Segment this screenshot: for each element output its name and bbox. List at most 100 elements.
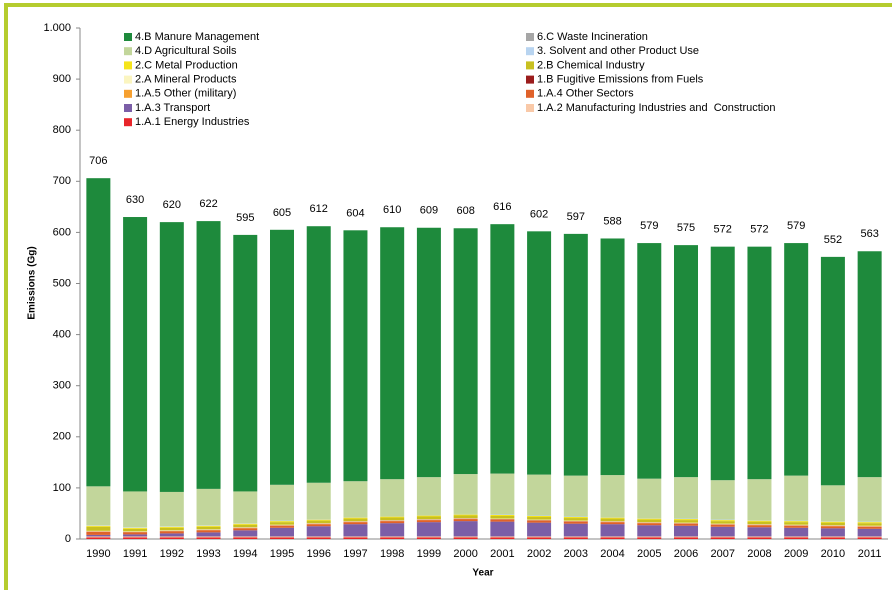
bar-segment bbox=[416, 516, 441, 520]
bar-segment bbox=[820, 525, 845, 526]
bar-segment bbox=[343, 481, 368, 518]
bar-segment bbox=[86, 178, 111, 487]
bar-segment bbox=[343, 518, 368, 522]
bar-segment bbox=[747, 479, 772, 521]
bar-segment bbox=[270, 537, 294, 539]
bar-segment bbox=[270, 521, 294, 523]
bar-segment bbox=[674, 536, 698, 538]
bar-segment bbox=[857, 251, 882, 478]
bar-segment bbox=[490, 516, 515, 519]
bar-segment bbox=[270, 229, 294, 485]
x-tick-label: 1996 bbox=[306, 548, 330, 560]
bar-segment bbox=[380, 523, 405, 537]
bar-segment bbox=[490, 536, 515, 538]
bar-segment bbox=[674, 522, 698, 524]
bar-segment bbox=[233, 527, 258, 528]
legend-swatch bbox=[526, 89, 534, 98]
bar-segment bbox=[857, 521, 882, 523]
legend-swatch bbox=[526, 75, 534, 84]
legend-label: 1.A.1 Energy Industries bbox=[135, 116, 250, 128]
total-label: 630 bbox=[126, 194, 144, 206]
bar-segment bbox=[747, 537, 772, 539]
total-label: 612 bbox=[310, 203, 328, 215]
bar-segment bbox=[600, 537, 625, 539]
y-axis-title: Emissions (Gg) bbox=[27, 246, 38, 319]
bar-segment bbox=[123, 527, 148, 528]
x-tick-label: 1993 bbox=[196, 548, 220, 560]
bar-segment bbox=[306, 226, 331, 483]
legend-label: 4.B Manure Management bbox=[135, 31, 259, 43]
bar-segment bbox=[159, 531, 184, 534]
bar-segment bbox=[196, 525, 221, 526]
bar-segment bbox=[820, 526, 845, 529]
bar-segment bbox=[600, 518, 625, 522]
bar-segment bbox=[527, 520, 552, 523]
bar-segment bbox=[233, 523, 258, 525]
bar-segment bbox=[784, 527, 809, 537]
bar-segment bbox=[674, 520, 698, 523]
bar-segment bbox=[159, 527, 184, 531]
bar-segment bbox=[820, 528, 845, 537]
bar-segment bbox=[527, 537, 552, 539]
bar-segment bbox=[527, 522, 552, 537]
total-label: 616 bbox=[493, 201, 511, 213]
bar-segment bbox=[380, 479, 405, 517]
bar-segment bbox=[86, 525, 111, 527]
bar-segment bbox=[637, 478, 662, 519]
bar-segment bbox=[343, 536, 368, 538]
total-label: 604 bbox=[346, 207, 364, 219]
bar-segment bbox=[270, 525, 294, 528]
bar-segment bbox=[857, 536, 882, 538]
bar-segment bbox=[343, 517, 368, 518]
legend-swatch bbox=[124, 118, 132, 127]
bar-segment bbox=[196, 525, 221, 527]
bar-segment bbox=[380, 536, 405, 538]
bar-segment bbox=[710, 536, 735, 538]
bar-segment bbox=[343, 524, 368, 537]
bar-segment bbox=[674, 518, 698, 520]
bar-segment bbox=[86, 534, 111, 537]
bar-segment bbox=[196, 529, 221, 530]
total-label: 622 bbox=[199, 198, 217, 210]
bar-segment bbox=[453, 518, 478, 519]
x-tick-label: 2003 bbox=[564, 548, 588, 560]
total-label: 595 bbox=[236, 212, 254, 224]
bar-segment bbox=[857, 523, 882, 526]
bar-segment bbox=[527, 231, 552, 475]
bar-segment bbox=[159, 537, 184, 539]
bar-segment bbox=[857, 537, 882, 539]
bar-segment bbox=[710, 519, 735, 521]
bar-segment bbox=[306, 520, 331, 524]
bar-segment bbox=[86, 526, 111, 531]
bar-segment bbox=[306, 526, 331, 537]
bar-segment bbox=[453, 515, 478, 519]
bar-segment bbox=[563, 516, 588, 518]
bar-segment bbox=[820, 521, 845, 523]
bar-segment bbox=[490, 521, 515, 537]
bar-segment bbox=[159, 491, 184, 527]
bar-segment bbox=[710, 246, 735, 481]
bar-segment bbox=[710, 520, 735, 522]
bar-segment bbox=[784, 520, 809, 522]
bar-segment bbox=[270, 520, 294, 522]
legend-swatch bbox=[526, 33, 534, 41]
bar-segment bbox=[233, 528, 258, 531]
legend-label: 1.A.3 Transport bbox=[135, 102, 210, 114]
bar-segment bbox=[453, 474, 478, 514]
bar-segment bbox=[637, 525, 662, 537]
bar-segment bbox=[784, 524, 809, 526]
bar-segment bbox=[416, 477, 441, 515]
total-label: 563 bbox=[860, 228, 878, 240]
legend-label: 2.C Metal Production bbox=[135, 59, 238, 71]
bar-segment bbox=[563, 518, 588, 521]
bar-segment bbox=[563, 517, 588, 519]
bar-segment bbox=[380, 521, 405, 524]
bar-segment bbox=[123, 491, 148, 528]
bar-segment bbox=[123, 527, 148, 529]
bar-segment bbox=[233, 523, 258, 524]
x-tick-label: 2010 bbox=[821, 548, 845, 560]
bar-segment bbox=[674, 245, 698, 478]
bar-segment bbox=[416, 227, 441, 478]
bar-segment bbox=[857, 528, 882, 537]
bar-segment bbox=[270, 527, 294, 537]
